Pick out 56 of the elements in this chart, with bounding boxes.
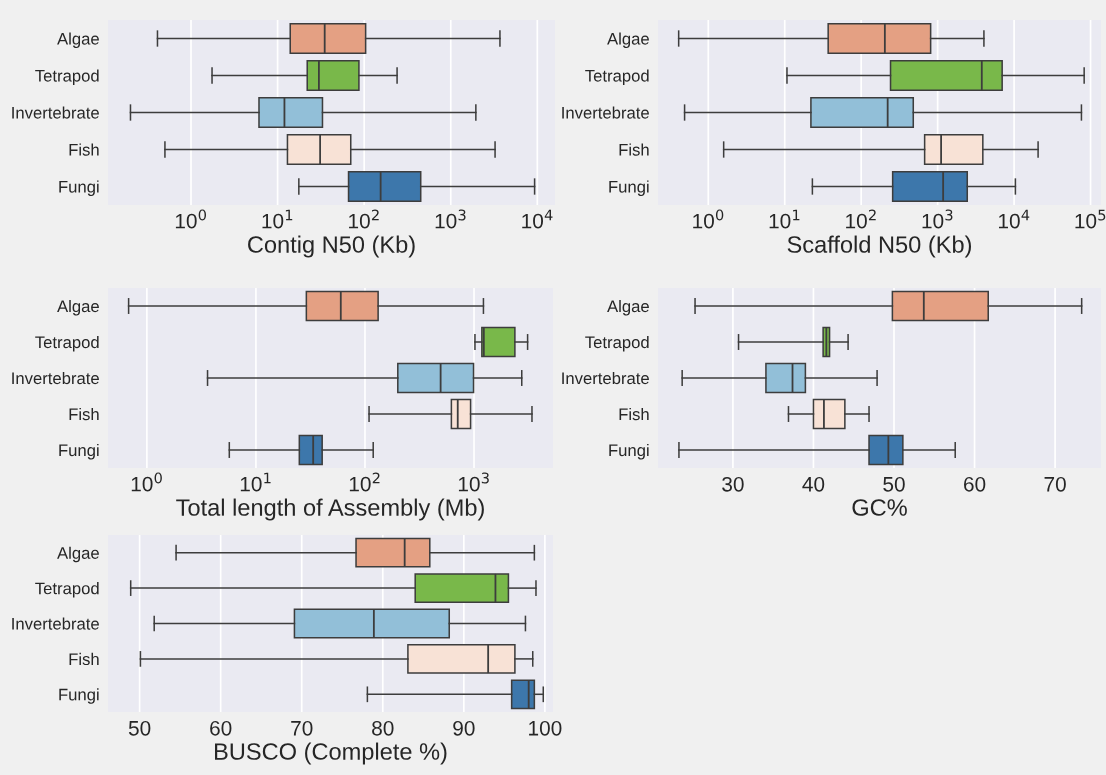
y-tick-label: Fungi [59,180,99,196]
y-tick-label: Invertebrate [562,106,649,119]
y-tick-label: Algae [57,546,99,563]
y-tick-label: Algae [607,32,649,48]
x-tick-label: 10$^{0}$ [131,472,162,492]
x-tick-label: 10$^{0}$ [693,209,724,229]
x-tick-label: 10$^{2}$ [846,209,876,229]
x-tick-label: 60 [210,720,232,736]
x-tick-label: 50 [883,476,905,492]
y-tick-label: Invertebrate [562,371,649,385]
y-tick-label: Fungi [609,180,649,196]
x-tick-label: 10$^{3}$ [922,209,953,229]
x-tick-label: 30 [722,476,744,492]
x-tick-label: 10$^{1}$ [240,472,271,492]
y-tick-label: Tetrapod [35,582,99,598]
y-tick-label: Tetrapod [585,335,649,352]
x-tick-label: 80 [372,720,394,736]
x-axis-title: Contig N50 (Kb) [248,235,415,258]
x-tick-label: 10$^{1}$ [262,209,293,229]
x-tick-label: 10$^{5}$ [1075,209,1106,229]
y-tick-label: Tetrapod [585,69,649,85]
y-tick-label: Fungi [609,443,649,460]
y-tick-label: Fish [69,143,99,156]
x-axis-title: GC% [852,499,907,516]
x-axis-title: Scaffold N50 (Kb) [787,235,972,258]
x-tick-label: 50 [128,720,151,736]
x-tick-label: 40 [802,476,825,492]
y-tick-label: Invertebrate [12,371,99,385]
x-tick-label: 10$^{3}$ [435,209,466,229]
y-tick-label: Fish [619,407,649,421]
x-tick-label: 10$^{3}$ [458,472,489,492]
x-tick-label: 10$^{4}$ [999,209,1030,229]
x-tick-label: 100 [529,720,562,736]
y-tick-label: Tetrapod [35,335,99,352]
x-tick-label: 10$^{2}$ [349,209,379,229]
x-tick-label: 10$^{2}$ [349,472,380,492]
x-tick-label: 10$^{1}$ [769,209,800,229]
y-tick-label: Invertebrate [12,106,99,119]
y-tick-label: Fish [69,652,99,666]
y-tick-label: Algae [57,299,99,316]
y-tick-label: Invertebrate [12,617,99,630]
y-tick-label: Fungi [59,688,99,704]
y-tick-label: Algae [607,299,649,316]
x-tick-label: 60 [964,476,986,492]
x-tick-label: 90 [453,720,475,736]
y-tick-label: Fish [69,407,99,421]
x-tick-label: 70 [1044,476,1066,492]
y-tick-label: Tetrapod [35,69,99,85]
x-axis-title: Total length of Assembly (Mb) [176,498,484,521]
x-axis-title: BUSCO (Complete %) [215,742,447,765]
y-tick-label: Fungi [59,443,99,460]
y-tick-label: Algae [57,32,99,48]
y-tick-label: Fish [619,143,649,156]
x-tick-label: 70 [291,720,313,736]
x-tick-label: 10$^{0}$ [175,209,207,229]
x-tick-label: 10$^{4}$ [522,209,553,229]
